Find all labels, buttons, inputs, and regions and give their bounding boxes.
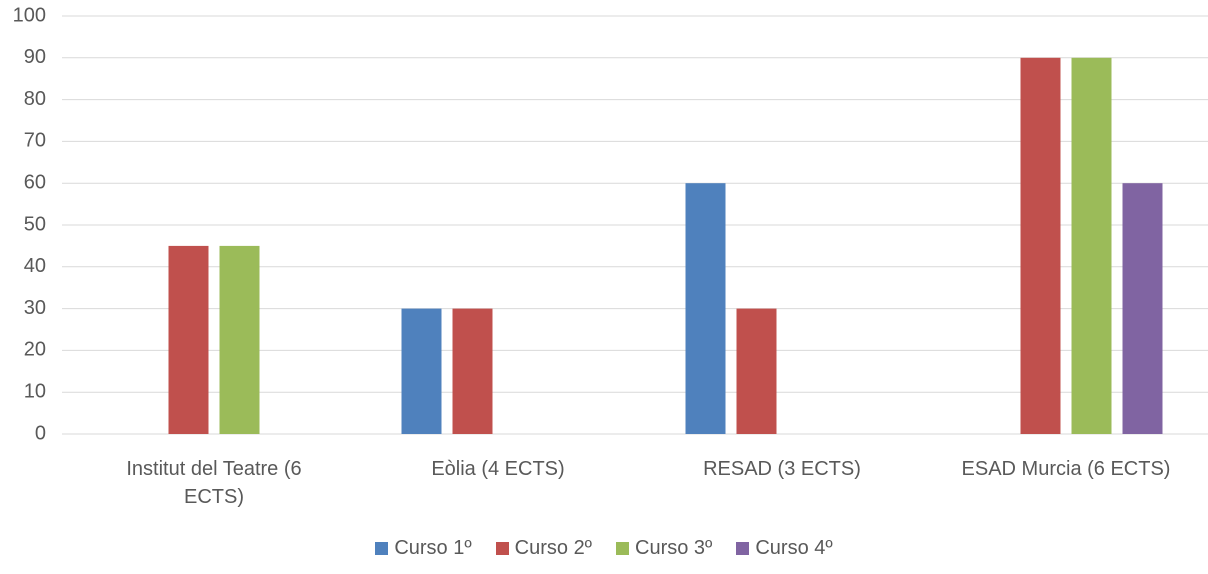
x-tick-label: Eòlia (4 ECTS) bbox=[431, 458, 565, 480]
legend-label: Curso 1º bbox=[394, 537, 472, 559]
legend-swatch bbox=[375, 542, 389, 555]
legend-swatch bbox=[736, 542, 750, 555]
x-tick-label: ESAD Murcia (6 ECTS) bbox=[961, 458, 1171, 480]
bar bbox=[736, 308, 777, 434]
y-tick-label: 70 bbox=[24, 130, 46, 152]
bar bbox=[1071, 57, 1112, 435]
legend: Curso 1º Curso 2º Curso 3º Curso 4º bbox=[0, 537, 1208, 560]
bar bbox=[685, 183, 726, 434]
bar bbox=[168, 245, 209, 434]
legend-item: Curso 3º bbox=[616, 537, 712, 560]
y-tick-label: 50 bbox=[24, 213, 46, 235]
y-tick-label: 40 bbox=[24, 255, 46, 277]
legend-item: Curso 4º bbox=[736, 537, 833, 560]
bar bbox=[1020, 57, 1061, 435]
y-tick-label: 0 bbox=[35, 422, 46, 444]
legend-label: Curso 2º bbox=[514, 537, 592, 559]
bar bbox=[401, 308, 442, 434]
legend-item: Curso 1º bbox=[375, 537, 472, 560]
y-tick-label: 80 bbox=[24, 88, 46, 110]
y-tick-label: 100 bbox=[13, 4, 46, 26]
y-tick-label: 10 bbox=[24, 380, 46, 402]
bar bbox=[219, 245, 260, 434]
legend-label: Curso 4º bbox=[755, 537, 833, 559]
x-tick-label: RESAD (3 ECTS) bbox=[703, 458, 861, 480]
legend-item: Curso 2º bbox=[495, 537, 592, 560]
y-tick-label: 90 bbox=[24, 46, 46, 68]
legend-swatch bbox=[616, 542, 629, 555]
x-tick-label: Institut del Teatre (6 ECTS) bbox=[126, 458, 302, 508]
bar bbox=[1122, 183, 1163, 434]
y-tick-label: 60 bbox=[24, 171, 46, 193]
y-tick-label: 30 bbox=[24, 297, 46, 319]
y-tick-label: 20 bbox=[24, 339, 46, 361]
bar bbox=[452, 308, 493, 434]
legend-swatch bbox=[495, 542, 509, 555]
legend-label: Curso 3º bbox=[635, 537, 713, 559]
